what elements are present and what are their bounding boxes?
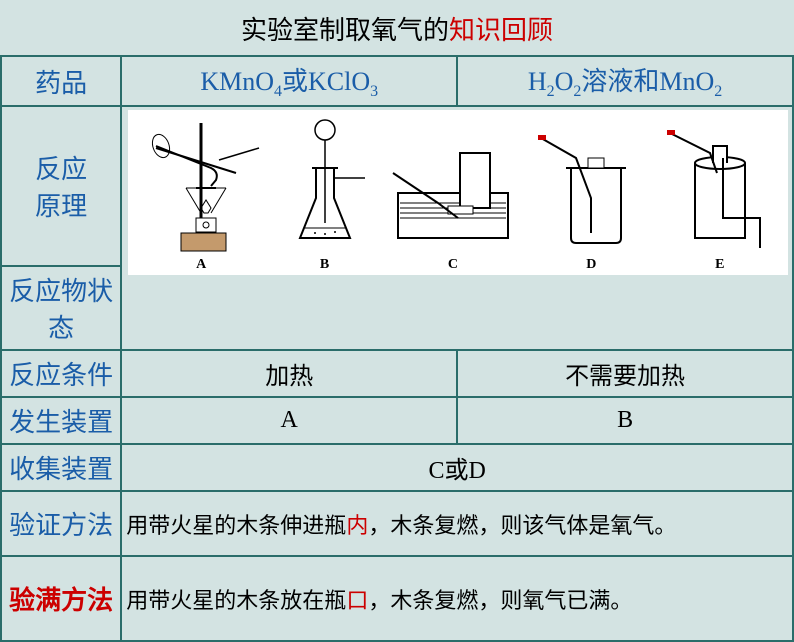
row-collector-label: 收集装置 <box>1 444 121 491</box>
condition-col1: 加热 <box>121 350 457 397</box>
drug-col1: KMnO4或KClO3 <box>121 56 457 106</box>
row-state-label: 反应物状态 <box>1 266 121 350</box>
row-drug-label: 药品 <box>1 56 121 106</box>
verify-text: 用带火星的木条伸进瓶内，木条复燃，则该气体是氧气。 <box>121 491 793 556</box>
row-condition-label: 反应条件 <box>1 350 121 397</box>
title-prefix: 实验室制取氧气的 <box>241 16 449 45</box>
row-principle-label: 反应原理 <box>1 106 121 266</box>
apparatus-a: A <box>141 118 261 273</box>
generator-col1: A <box>121 397 457 444</box>
generator-col2: B <box>457 397 793 444</box>
drug-col2: H2O2溶液和MnO2 <box>457 56 793 106</box>
row-full-label: 验满方法 <box>1 556 121 641</box>
apparatus-e: E <box>665 118 775 273</box>
apparatus-c: C <box>388 118 518 273</box>
title-highlight: 知识回顾 <box>449 16 553 45</box>
condition-col2: 不需要加热 <box>457 350 793 397</box>
row-generator-label: 发生装置 <box>1 397 121 444</box>
page-title: 实验室制取氧气的知识回顾 <box>0 0 794 55</box>
full-text: 用带火星的木条放在瓶口，木条复燃，则氧气已满。 <box>121 556 793 641</box>
apparatus-d: D <box>536 118 646 273</box>
apparatus-b: B <box>280 118 370 273</box>
apparatus-diagram: A B C <box>128 110 788 275</box>
collector-merged: C或D <box>121 444 793 491</box>
row-verify-label: 验证方法 <box>1 491 121 556</box>
